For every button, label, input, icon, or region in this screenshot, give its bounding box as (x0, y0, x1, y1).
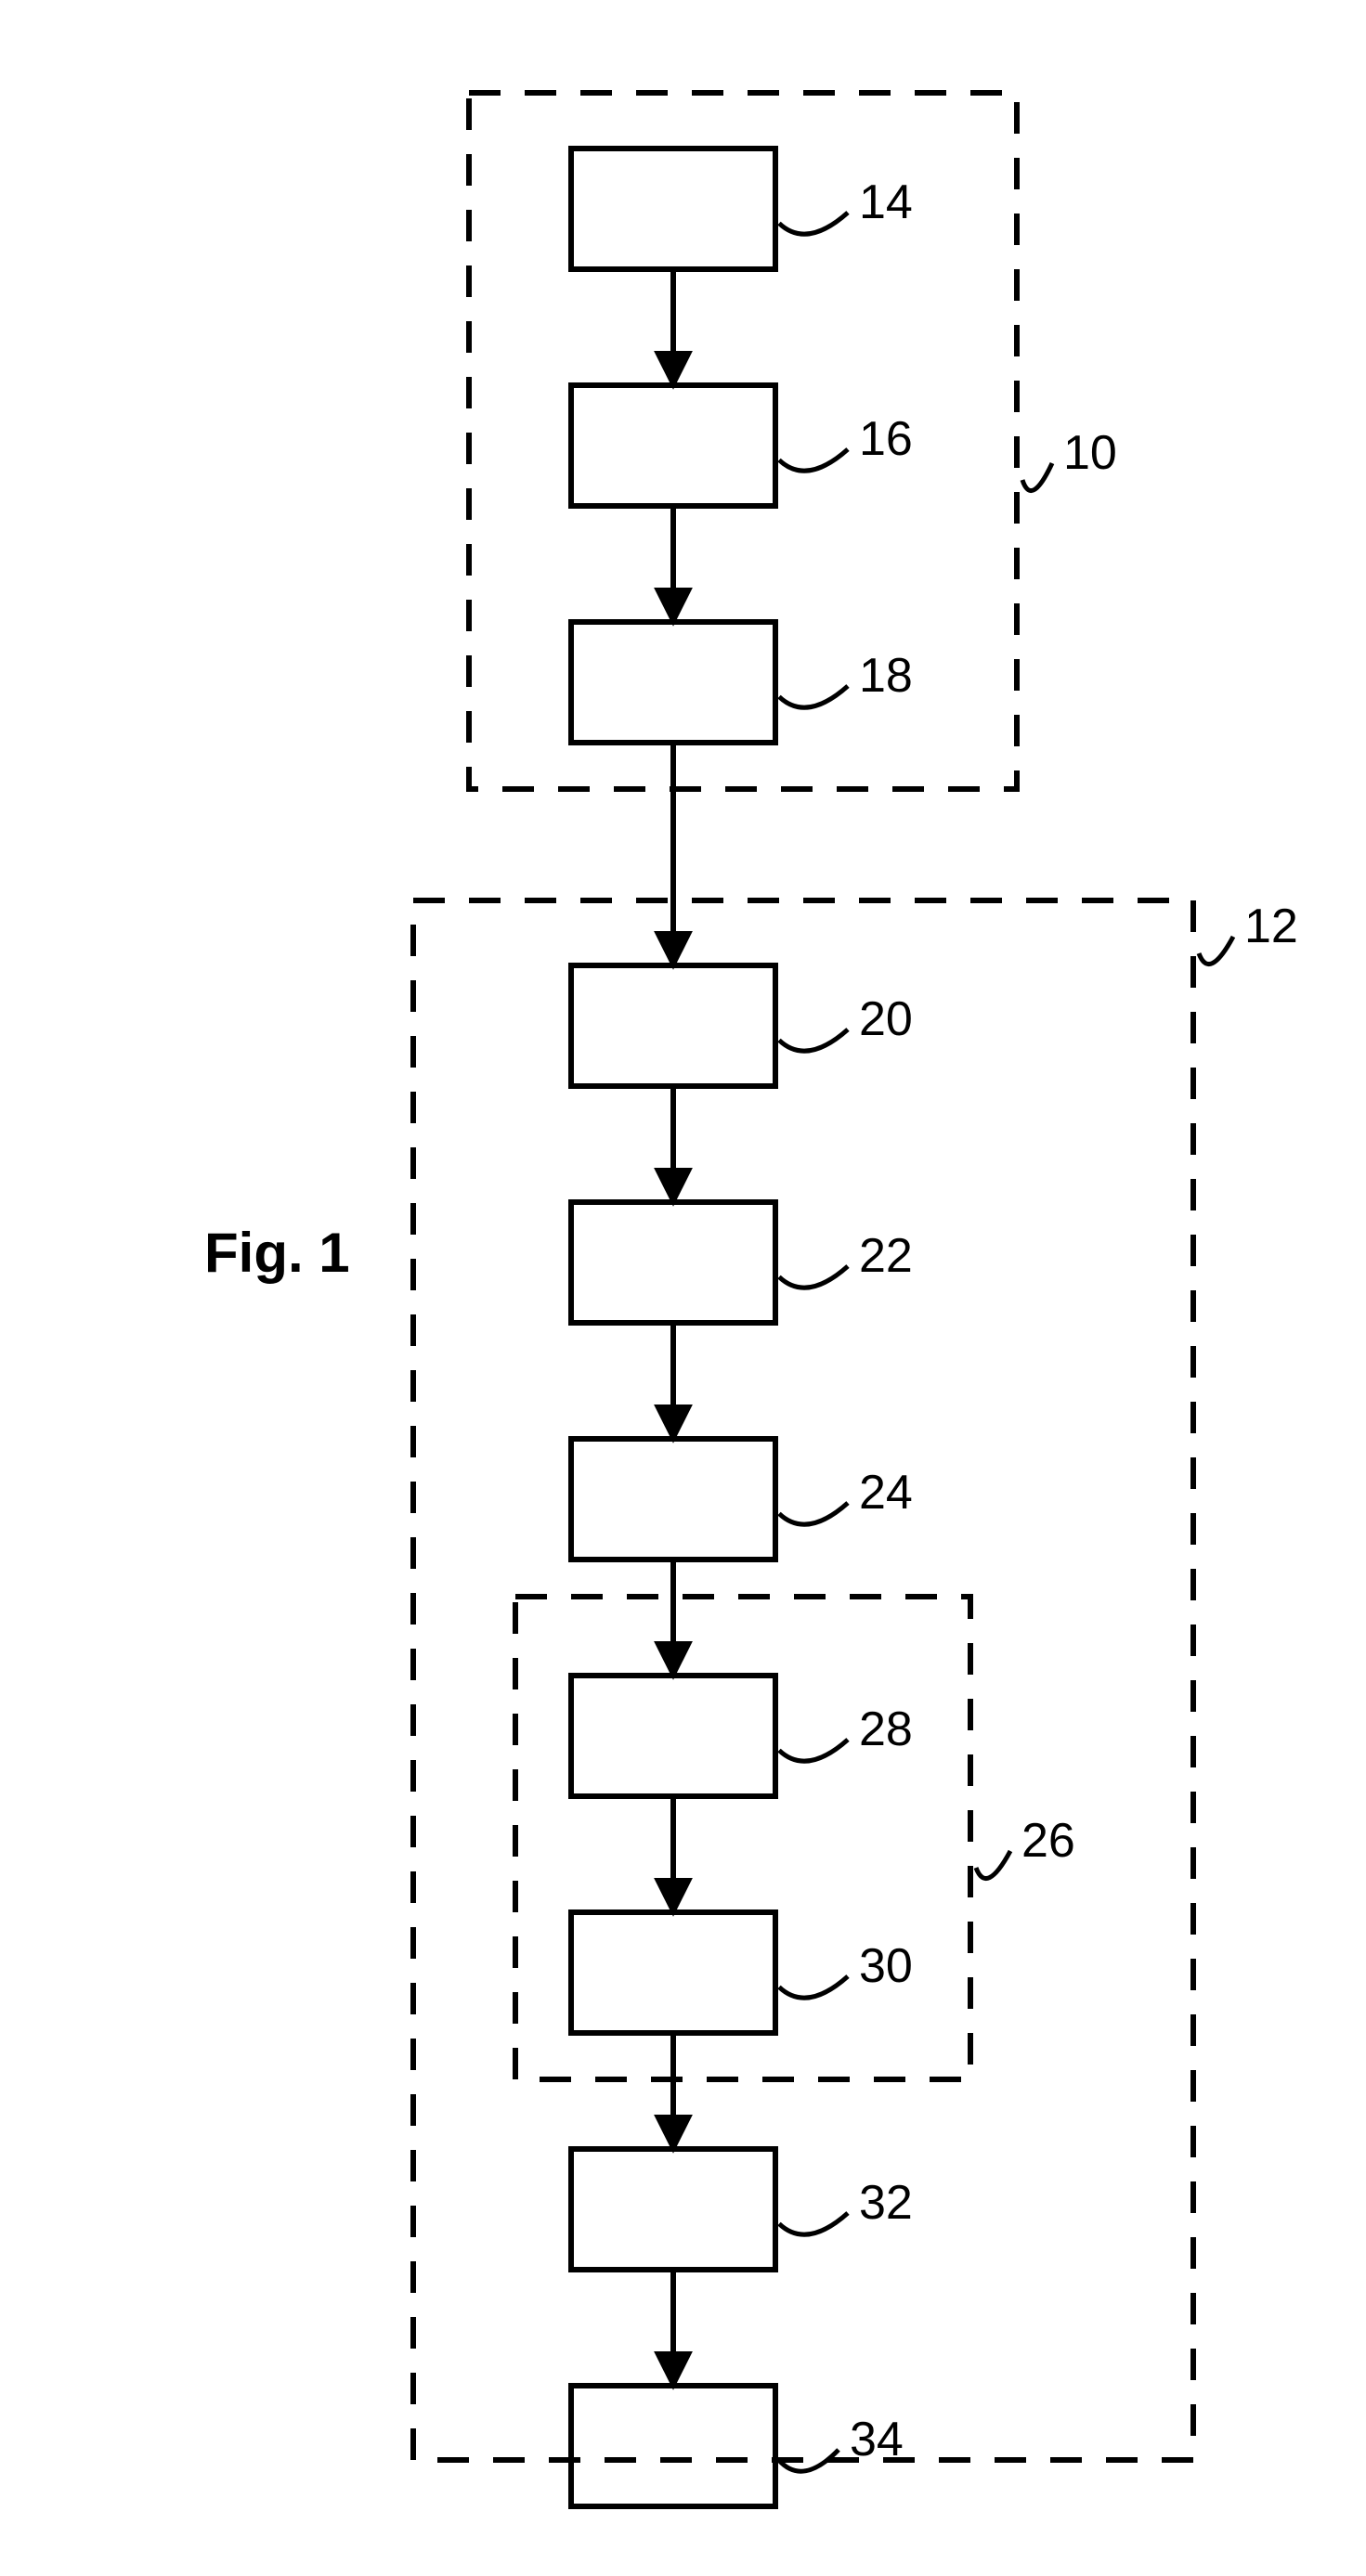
leader-18 (779, 686, 848, 707)
box-22 (571, 1202, 775, 1323)
box-24 (571, 1439, 775, 1560)
leader-10 (1022, 463, 1052, 491)
group-10 (469, 93, 1017, 789)
box-16 (571, 385, 775, 506)
group-label-12: 12 (1244, 900, 1298, 953)
box-20 (571, 965, 775, 1086)
leader-24 (779, 1503, 848, 1524)
group-26 (515, 1597, 970, 2079)
figure-label: Fig. 1 (204, 1222, 350, 1284)
box-label-30: 30 (859, 1939, 913, 1993)
leader-14 (779, 213, 848, 234)
flowchart-diagram: 10 12 26 14 16 18 20 22 24 28 30 32 34 Fig. 1 (0, 0, 1366, 2576)
box-18 (571, 622, 775, 743)
box-14 (571, 149, 775, 269)
leader-32 (779, 2213, 848, 2234)
box-label-32: 32 (859, 2176, 913, 2230)
group-label-10: 10 (1063, 426, 1117, 480)
box-label-18: 18 (859, 649, 913, 703)
box-label-22: 22 (859, 1229, 913, 1283)
leader-30 (779, 1976, 848, 1998)
box-label-14: 14 (859, 175, 913, 229)
group-label-26: 26 (1021, 1814, 1075, 1868)
leader-16 (779, 449, 848, 471)
box-34 (571, 2386, 775, 2506)
leader-20 (779, 1029, 848, 1051)
box-label-34: 34 (850, 2413, 904, 2466)
box-label-20: 20 (859, 992, 913, 1046)
box-28 (571, 1676, 775, 1796)
leader-28 (779, 1740, 848, 1761)
box-32 (571, 2149, 775, 2270)
box-label-28: 28 (859, 1702, 913, 1756)
box-label-16: 16 (859, 412, 913, 466)
leader-22 (779, 1266, 848, 1288)
leader-26 (976, 1851, 1010, 1879)
leader-12 (1199, 937, 1233, 964)
group-12 (413, 900, 1193, 2460)
box-30 (571, 1912, 775, 2033)
box-label-24: 24 (859, 1466, 913, 1520)
